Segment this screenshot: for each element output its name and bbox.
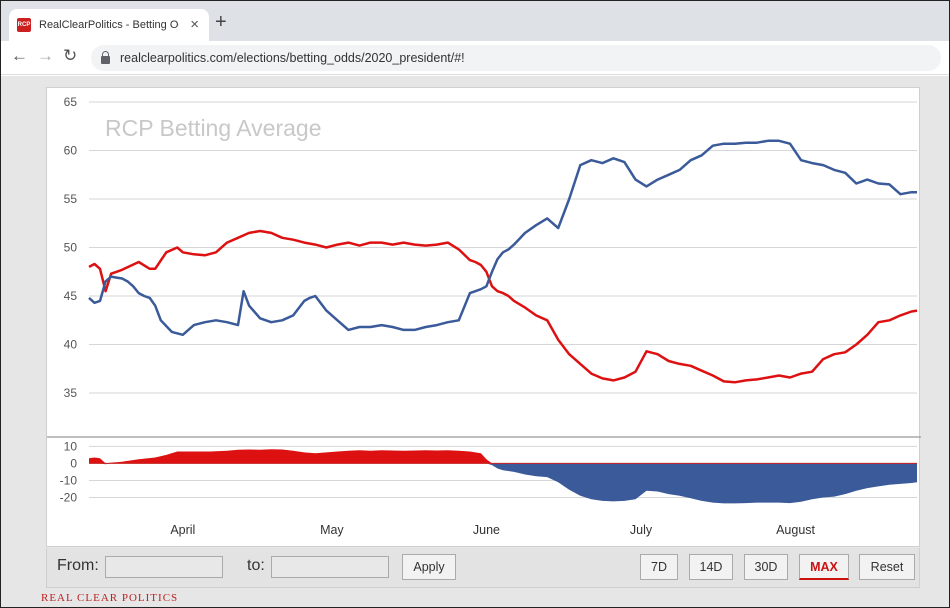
date-range-controls: From: to: Apply 7D 14D 30D MAX Reset <box>46 548 920 588</box>
blue-series-line <box>88 139 917 337</box>
from-label: From: <box>57 557 99 574</box>
range-30d-button[interactable]: 30D <box>744 554 788 580</box>
y-tick-label: 65 <box>64 95 78 109</box>
lock-icon <box>101 50 110 64</box>
reset-button[interactable]: Reset <box>859 554 915 580</box>
x-tick-label: May <box>320 523 344 537</box>
chart-title: RCP Betting Average <box>105 115 322 141</box>
address-bar[interactable]: realclearpolitics.com/elections/betting_… <box>91 45 941 71</box>
y-tick-label: 50 <box>64 241 78 255</box>
tab-title: RealClearPolitics - Betting Odds <box>39 19 179 31</box>
x-tick-label: June <box>473 523 500 537</box>
reload-icon[interactable]: ↻ <box>63 46 78 65</box>
browser-tab[interactable]: RCP RealClearPolitics - Betting Odds × <box>9 9 209 41</box>
spread-negative-area <box>89 463 917 504</box>
spread-y-tick-label: 10 <box>64 439 78 453</box>
x-tick-label: July <box>630 523 653 537</box>
betting-odds-chart: 35 40 45 50 55 60 65 RCP Betting Average -20 -10 0… <box>46 87 921 547</box>
spread-positive-area <box>89 449 917 464</box>
x-tick-label: April <box>170 523 195 537</box>
y-tick-label: 55 <box>64 192 78 206</box>
spread-y-tick-label: -10 <box>60 473 78 487</box>
x-tick-label: August <box>776 523 815 537</box>
spread-y-tick-label: 0 <box>70 456 77 470</box>
spread-y-tick-label: -20 <box>60 490 78 504</box>
page-content: 35 40 45 50 55 60 65 RCP Betting Average -20 -10 0… <box>1 76 949 607</box>
from-date-input[interactable] <box>105 556 223 578</box>
tab-strip: RCP RealClearPolitics - Betting Odds × + <box>1 1 949 41</box>
url-text: realclearpolitics.com/elections/betting_… <box>120 51 465 65</box>
back-arrow-icon[interactable]: ← <box>11 46 28 65</box>
chart-svg: 35 40 45 50 55 60 65 RCP Betting Average -20 -10 0… <box>47 95 921 537</box>
close-tab-icon[interactable]: × <box>190 16 199 33</box>
footer-brand: REAL CLEAR POLITICS <box>41 592 179 602</box>
rcp-favicon-icon: RCP <box>17 18 31 32</box>
y-tick-label: 60 <box>64 144 78 158</box>
range-14d-button[interactable]: 14D <box>689 554 733 580</box>
range-7d-button[interactable]: 7D <box>640 554 678 580</box>
y-tick-label: 35 <box>64 386 78 400</box>
y-tick-label: 45 <box>64 289 78 303</box>
y-tick-label: 40 <box>64 338 78 352</box>
apply-button[interactable]: Apply <box>402 554 456 580</box>
new-tab-icon[interactable]: + <box>215 11 227 33</box>
to-label: to: <box>247 557 265 574</box>
range-max-button[interactable]: MAX <box>799 554 849 580</box>
forward-arrow-icon[interactable]: → <box>37 46 54 65</box>
navigation-bar: ← → ↻ realclearpolitics.com/elections/be… <box>1 41 949 75</box>
to-date-input[interactable] <box>271 556 389 578</box>
